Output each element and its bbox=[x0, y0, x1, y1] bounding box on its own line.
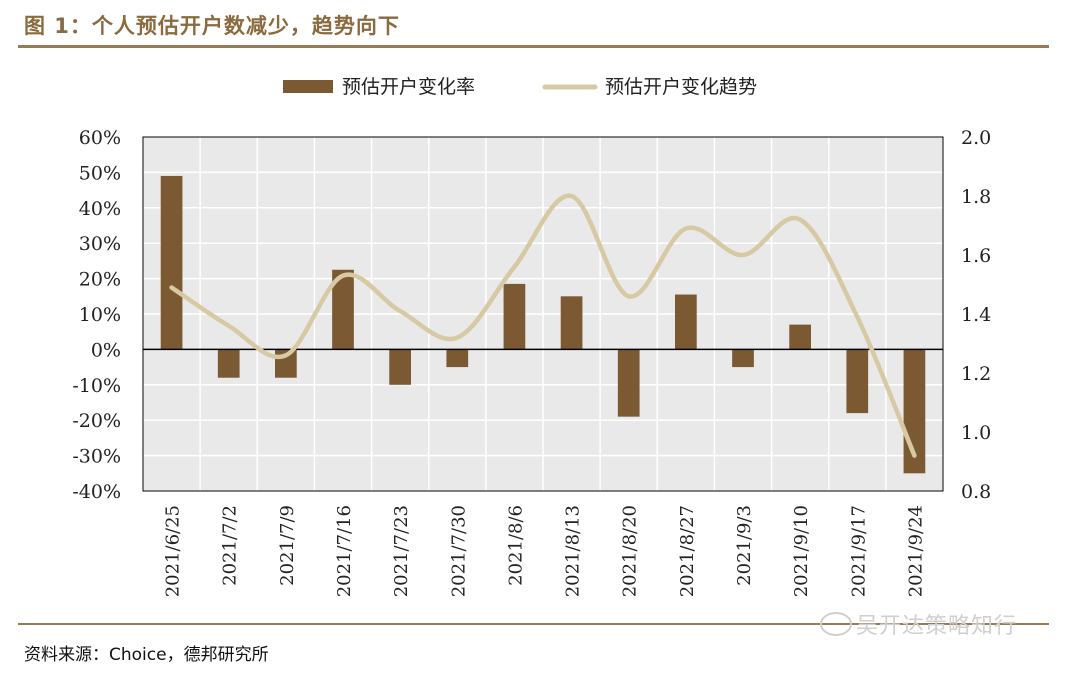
x-tick-label: 2021/9/10 bbox=[791, 505, 812, 597]
header-rule bbox=[18, 45, 1049, 48]
x-tick-label: 2021/9/3 bbox=[734, 505, 755, 586]
y-right-tick-label: 1.0 bbox=[961, 422, 991, 444]
y-left-tick-label: -10% bbox=[72, 375, 121, 397]
y-left-tick-label: -20% bbox=[72, 410, 121, 432]
bar bbox=[789, 324, 811, 350]
y-left-tick-label: 0% bbox=[91, 339, 121, 361]
bar bbox=[732, 349, 754, 368]
y-right-tick-label: 2.0 bbox=[961, 127, 991, 149]
combo-chart: 60% 50% 40% 30% 20% 10% 0% -10% -20% -30% -40% 2.0 1… bbox=[72, 76, 991, 597]
x-tick-label: 2021/7/23 bbox=[391, 505, 412, 597]
x-tick-label: 2021/7/9 bbox=[277, 505, 298, 586]
bar bbox=[332, 269, 354, 350]
y-left-tick-label: 10% bbox=[79, 304, 121, 326]
legend-swatch-bar bbox=[283, 80, 333, 93]
watermark: 吴开达策略知行 bbox=[820, 608, 1017, 640]
bar bbox=[503, 283, 526, 350]
y-left-tick-label: -40% bbox=[72, 481, 121, 503]
x-tick-label: 2021/6/25 bbox=[163, 505, 184, 597]
x-tick-label: 2021/8/6 bbox=[505, 505, 526, 586]
wechat-icon bbox=[820, 612, 852, 636]
x-tick-label: 2021/8/20 bbox=[620, 505, 641, 597]
chart-title: 图 1：个人预估开户数减少，趋势向下 bbox=[24, 14, 400, 38]
y-left-tick-label: -30% bbox=[72, 446, 121, 468]
x-tick-label: 2021/8/13 bbox=[563, 505, 584, 597]
source-note: 资料来源：Choice，德邦研究所 bbox=[24, 645, 269, 665]
legend-label-line: 预估开户变化趋势 bbox=[605, 76, 757, 98]
x-tick-label: 2021/9/24 bbox=[905, 505, 926, 597]
bar bbox=[560, 296, 583, 350]
y-left-tick-label: 60% bbox=[79, 127, 121, 149]
trend-line bbox=[169, 193, 917, 458]
bar bbox=[446, 349, 469, 368]
bar bbox=[846, 349, 869, 414]
x-tick-label: 2021/7/2 bbox=[220, 505, 241, 586]
y-left-tick-label: 20% bbox=[79, 269, 121, 291]
y-right-tick-label: 1.6 bbox=[961, 245, 991, 267]
x-tick-label: 2021/9/17 bbox=[848, 505, 869, 597]
bar bbox=[617, 349, 640, 417]
footer-rule bbox=[18, 623, 1049, 625]
bar bbox=[160, 175, 183, 350]
y-right-tick-label: 1.4 bbox=[961, 304, 991, 326]
y-left-tick-label: 40% bbox=[79, 198, 121, 220]
x-tick-label: 2021/7/16 bbox=[334, 505, 355, 597]
bar bbox=[389, 349, 411, 385]
y-right-tick-label: 0.8 bbox=[961, 481, 991, 503]
y-left-tick-label: 50% bbox=[79, 162, 121, 184]
y-right-tick-label: 1.8 bbox=[961, 186, 991, 208]
watermark-text: 吴开达策略知行 bbox=[856, 614, 1018, 639]
y-left-tick-label: 30% bbox=[79, 233, 121, 255]
legend-label-bar: 预估开户变化率 bbox=[342, 76, 475, 98]
x-tick-label: 2021/8/27 bbox=[677, 505, 698, 597]
bar bbox=[675, 294, 697, 350]
bar bbox=[217, 349, 240, 378]
x-tick-label: 2021/7/30 bbox=[448, 505, 469, 597]
plot-border bbox=[142, 136, 944, 492]
y-right-tick-label: 1.2 bbox=[961, 363, 991, 385]
